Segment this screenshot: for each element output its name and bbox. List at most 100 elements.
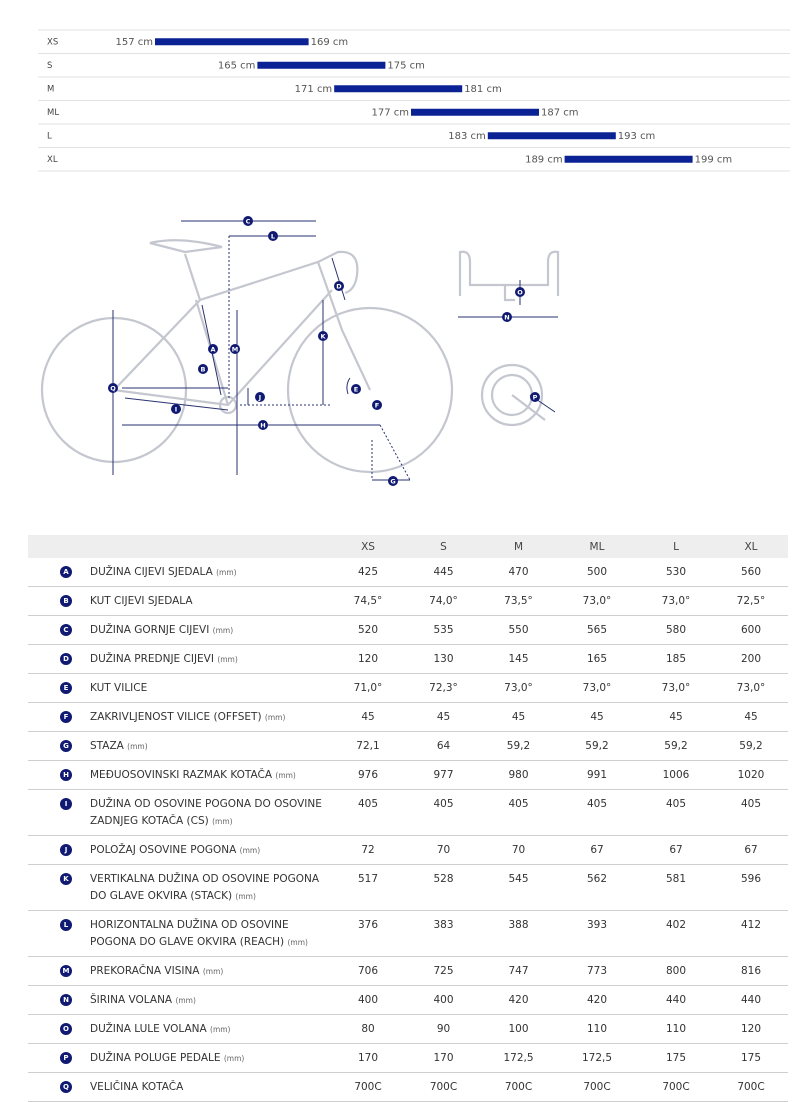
table-row: O DUŽINA LULE VOLANA (mm) 80 90 100 110 110 120 bbox=[28, 1014, 788, 1044]
value-cell: 700C bbox=[556, 1072, 638, 1102]
key-cell: B bbox=[28, 586, 90, 616]
key-badge: O bbox=[60, 1023, 72, 1035]
value-cell: 388 bbox=[481, 910, 556, 957]
value-cell: 73,0° bbox=[714, 673, 788, 703]
param-unit: (mm) bbox=[275, 771, 296, 780]
value-cell: 520 bbox=[330, 615, 406, 645]
blank-cell bbox=[90, 535, 330, 558]
value-cell: 172,5 bbox=[556, 1043, 638, 1073]
name-cell: PREKORAČNA VISINA (mm) bbox=[90, 956, 330, 986]
value-cell: 445 bbox=[406, 558, 481, 587]
name-cell: DUŽINA LULE VOLANA (mm) bbox=[90, 1014, 330, 1044]
header-row: XS S M ML L XL bbox=[28, 535, 788, 558]
value-cell: 700C bbox=[406, 1072, 481, 1102]
name-cell: KUT VILICE bbox=[90, 673, 330, 703]
param-name: MEĐUOSOVINSKI RAZMAK KOTAČA bbox=[90, 769, 273, 781]
param-unit: (mm) bbox=[202, 967, 224, 976]
key-badge: M bbox=[60, 965, 72, 977]
size-range-bar bbox=[155, 38, 309, 46]
name-cell: DUŽINA GORNJE CIJEVI (mm) bbox=[90, 615, 330, 645]
table-row: C DUŽINA GORNJE CIJEVI (mm) 520 535 550 565 58… bbox=[28, 615, 788, 645]
table-row: L HORIZONTALNA DUŽINA OD OSOVINE POGONA D… bbox=[28, 910, 788, 957]
size-range-bar bbox=[411, 108, 539, 116]
value-cell: 71,0° bbox=[330, 673, 406, 703]
marker-badge bbox=[243, 216, 253, 226]
value-cell: 470 bbox=[481, 558, 556, 587]
value-cell: 773 bbox=[556, 956, 638, 986]
key-badge: E bbox=[60, 682, 72, 694]
value-cell: 145 bbox=[481, 644, 556, 674]
key-cell: I bbox=[28, 789, 90, 836]
param-unit: (mm) bbox=[175, 996, 196, 1005]
value-cell: 400 bbox=[406, 985, 481, 1015]
marker-letter: I bbox=[175, 406, 177, 414]
name-cell: ŠIRINA VOLANA (mm) bbox=[90, 985, 330, 1015]
dimension-lines bbox=[112, 220, 410, 481]
value-cell: 70 bbox=[481, 835, 556, 865]
name-cell: ZAKRIVLJENOST VILICE (OFFSET) (mm) bbox=[90, 702, 330, 732]
value-cell: 200 bbox=[714, 644, 788, 674]
param-unit: (mm) bbox=[287, 938, 308, 947]
marker-letter: D bbox=[336, 283, 342, 291]
value-cell: 977 bbox=[406, 760, 481, 790]
value-cell: 402 bbox=[638, 910, 714, 957]
marker-badge bbox=[388, 476, 398, 486]
size-range-bar bbox=[257, 61, 386, 69]
value-cell: 706 bbox=[330, 956, 406, 986]
marker-badge bbox=[171, 404, 181, 414]
param-name: STAZA bbox=[90, 740, 124, 752]
table-row: P DUŽINA POLUGE PEDALE (mm) 170 170 172,5 172… bbox=[28, 1043, 788, 1073]
value-cell: 73,0° bbox=[481, 673, 556, 703]
value-cell: 59,2 bbox=[714, 731, 788, 761]
value-cell: 64 bbox=[406, 731, 481, 761]
size-header: XL bbox=[714, 535, 788, 558]
param-name: KUT CIJEVI SJEDALA bbox=[90, 595, 193, 607]
param-unit: (mm) bbox=[239, 846, 261, 855]
value-cell: 67 bbox=[556, 835, 638, 865]
size-label: XS bbox=[47, 37, 58, 47]
value-cell: 72,5° bbox=[714, 586, 788, 616]
name-cell: VELIČINA KOTAČA bbox=[90, 1072, 330, 1102]
key-badge: P bbox=[60, 1052, 72, 1064]
marker-badge bbox=[268, 231, 278, 241]
value-cell: 45 bbox=[714, 702, 788, 732]
key-badge: K bbox=[60, 873, 72, 885]
value-cell: 59,2 bbox=[556, 731, 638, 761]
size-range-bar bbox=[487, 132, 616, 140]
key-cell: O bbox=[28, 1014, 90, 1044]
key-cell: P bbox=[28, 1043, 90, 1073]
value-cell: 405 bbox=[638, 789, 714, 836]
value-cell: 991 bbox=[556, 760, 638, 790]
key-cell: G bbox=[28, 731, 90, 761]
value-cell: 700C bbox=[330, 1072, 406, 1102]
marker-letter: J bbox=[258, 394, 261, 402]
value-cell: 1020 bbox=[714, 760, 788, 790]
value-cell: 90 bbox=[406, 1014, 481, 1044]
name-cell: VERTIKALNA DUŽINA OD OSOVINE POGONA DO G… bbox=[90, 864, 330, 911]
value-cell: 73,0° bbox=[638, 586, 714, 616]
guide-lines bbox=[228, 236, 411, 481]
marker-badge bbox=[255, 392, 265, 402]
value-cell: 517 bbox=[330, 864, 406, 911]
param-name: DUŽINA POLUGE PEDALE bbox=[90, 1052, 221, 1064]
value-cell: 45 bbox=[638, 702, 714, 732]
value-cell: 425 bbox=[330, 558, 406, 587]
size-chart: XS 157 cm 169 cm S 165 cm 175 cm M 171 cm 181 cm… bbox=[38, 29, 790, 172]
value-cell: 70 bbox=[406, 835, 481, 865]
marker-badge bbox=[502, 312, 512, 322]
key-cell: N bbox=[28, 985, 90, 1015]
key-cell: E bbox=[28, 673, 90, 703]
key-cell: F bbox=[28, 702, 90, 732]
size-label: ML bbox=[47, 108, 59, 118]
marker-letter: N bbox=[504, 314, 509, 322]
min-label: 189 cm bbox=[525, 154, 563, 165]
value-cell: 700C bbox=[481, 1072, 556, 1102]
key-badge: A bbox=[60, 566, 72, 578]
size-label: M bbox=[47, 84, 54, 94]
param-name: DUŽINA CIJEVI SJEDALA bbox=[90, 566, 213, 578]
marker-letter: F bbox=[375, 402, 379, 410]
marker-badge bbox=[530, 392, 540, 402]
value-cell: 376 bbox=[330, 910, 406, 957]
value-cell: 528 bbox=[406, 864, 481, 911]
size-label: XL bbox=[47, 155, 58, 165]
